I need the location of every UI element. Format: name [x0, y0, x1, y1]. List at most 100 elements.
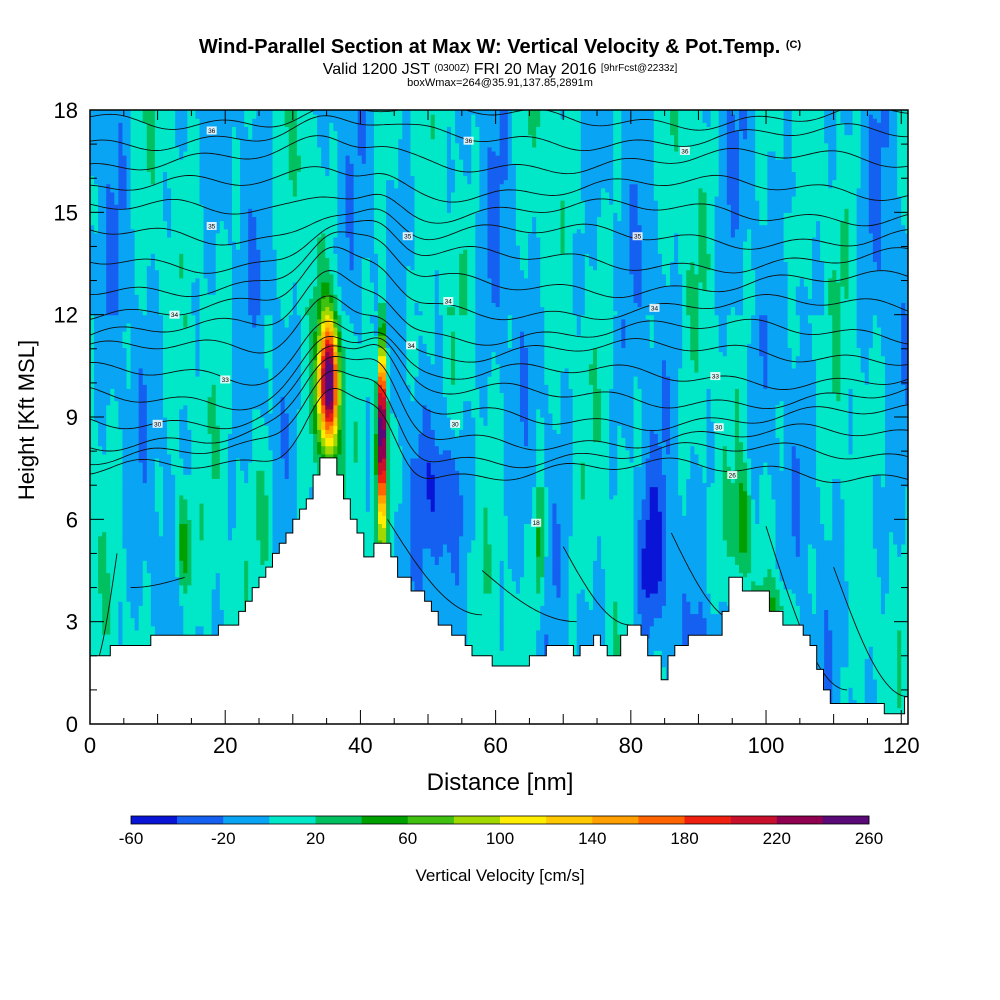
- field-cell: [106, 625, 111, 631]
- field-cell: [195, 355, 201, 361]
- field-cell: [106, 286, 111, 291]
- field-cell: [179, 441, 184, 447]
- field-cell: [110, 277, 115, 283]
- field-cell: [179, 187, 184, 193]
- field-cell: [138, 253, 144, 258]
- field-cell: [215, 367, 221, 373]
- field-cell: [94, 146, 99, 152]
- field-cell: [138, 502, 144, 508]
- field-cell: [207, 417, 213, 422]
- field-cell: [138, 146, 144, 152]
- field-cell: [195, 629, 201, 635]
- field-cell: [122, 412, 128, 418]
- field-cell: [167, 159, 172, 164]
- field-cell: [134, 404, 140, 410]
- field-cell: [106, 224, 111, 230]
- field-cell: [191, 163, 197, 168]
- field-cell: [126, 576, 132, 582]
- field-cell: [195, 400, 201, 406]
- field-cell: [219, 245, 225, 250]
- field-cell: [130, 392, 136, 398]
- field-cell: [191, 228, 197, 234]
- field-cell: [126, 236, 132, 242]
- field-cell: [175, 167, 180, 172]
- field-cell: [171, 306, 176, 312]
- field-cell: [142, 466, 148, 471]
- field-cell: [154, 412, 160, 418]
- field-cell: [150, 269, 156, 275]
- field-cell: [199, 298, 205, 303]
- field-cell: [215, 421, 221, 426]
- field-cell: [110, 167, 115, 172]
- field-cell: [102, 445, 107, 451]
- field-cell: [110, 445, 115, 451]
- field-cell: [167, 568, 172, 574]
- field-cell: [142, 511, 148, 516]
- field-cell: [126, 159, 132, 164]
- field-cell: [146, 400, 152, 406]
- field-cell: [207, 609, 213, 615]
- field-cell: [142, 302, 148, 308]
- field-cell: [110, 588, 115, 594]
- field-cell: [171, 204, 176, 209]
- field-cell: [126, 371, 132, 377]
- field-cell: [195, 273, 201, 279]
- field-cell: [106, 552, 111, 557]
- chart-subtitle: Valid 1200 JST (0300Z) FRI 20 May 2016 […: [0, 61, 1000, 79]
- field-cell: [110, 195, 115, 201]
- field-cell: [98, 593, 103, 598]
- field-cell: [138, 200, 144, 205]
- field-cell: [114, 584, 119, 590]
- field-cell: [163, 523, 168, 529]
- field-cell: [187, 457, 193, 463]
- field-cell: [211, 507, 217, 512]
- field-cell: [207, 507, 213, 512]
- field-cell: [102, 240, 107, 246]
- field-cell: [114, 486, 119, 492]
- field-cell: [130, 175, 136, 181]
- field-cell: [167, 286, 172, 291]
- field-cell: [146, 273, 152, 279]
- field-cell: [171, 220, 176, 226]
- field-cell: [175, 355, 180, 361]
- field-cell: [203, 584, 209, 590]
- field-cell: [187, 486, 193, 492]
- field-cell: [219, 507, 225, 512]
- field-cell: [187, 339, 193, 344]
- field-cell: [94, 306, 99, 312]
- field-cell: [126, 318, 132, 324]
- field-cell: [215, 286, 221, 291]
- field-cell: [98, 302, 103, 308]
- field-cell: [126, 633, 132, 639]
- field-cell: [94, 318, 99, 324]
- field-cell: [126, 396, 132, 402]
- field-cell: [179, 236, 184, 242]
- field-cell: [199, 232, 205, 238]
- field-cell: [110, 326, 115, 332]
- field-cell: [195, 560, 201, 565]
- field-cell: [126, 564, 132, 570]
- field-cell: [179, 576, 184, 582]
- field-cell: [118, 220, 124, 226]
- field-cell: [134, 613, 140, 619]
- field-cell: [203, 367, 209, 373]
- field-cell: [167, 167, 172, 172]
- field-cell: [191, 404, 197, 410]
- field-cell: [167, 318, 172, 324]
- field-cell: [203, 629, 209, 635]
- field-cell: [126, 212, 132, 218]
- field-cell: [122, 531, 128, 537]
- field-cell: [114, 224, 119, 230]
- field-cell: [171, 298, 176, 303]
- field-cell: [219, 232, 225, 238]
- field-cell: [207, 322, 213, 328]
- field-cell: [199, 625, 205, 631]
- field-cell: [175, 253, 180, 258]
- field-cell: [98, 380, 103, 385]
- field-cell: [191, 564, 197, 570]
- field-cell: [175, 208, 180, 213]
- field-cell: [171, 318, 176, 324]
- field-cell: [126, 441, 132, 447]
- field-cell: [171, 351, 176, 357]
- field-cell: [150, 478, 156, 484]
